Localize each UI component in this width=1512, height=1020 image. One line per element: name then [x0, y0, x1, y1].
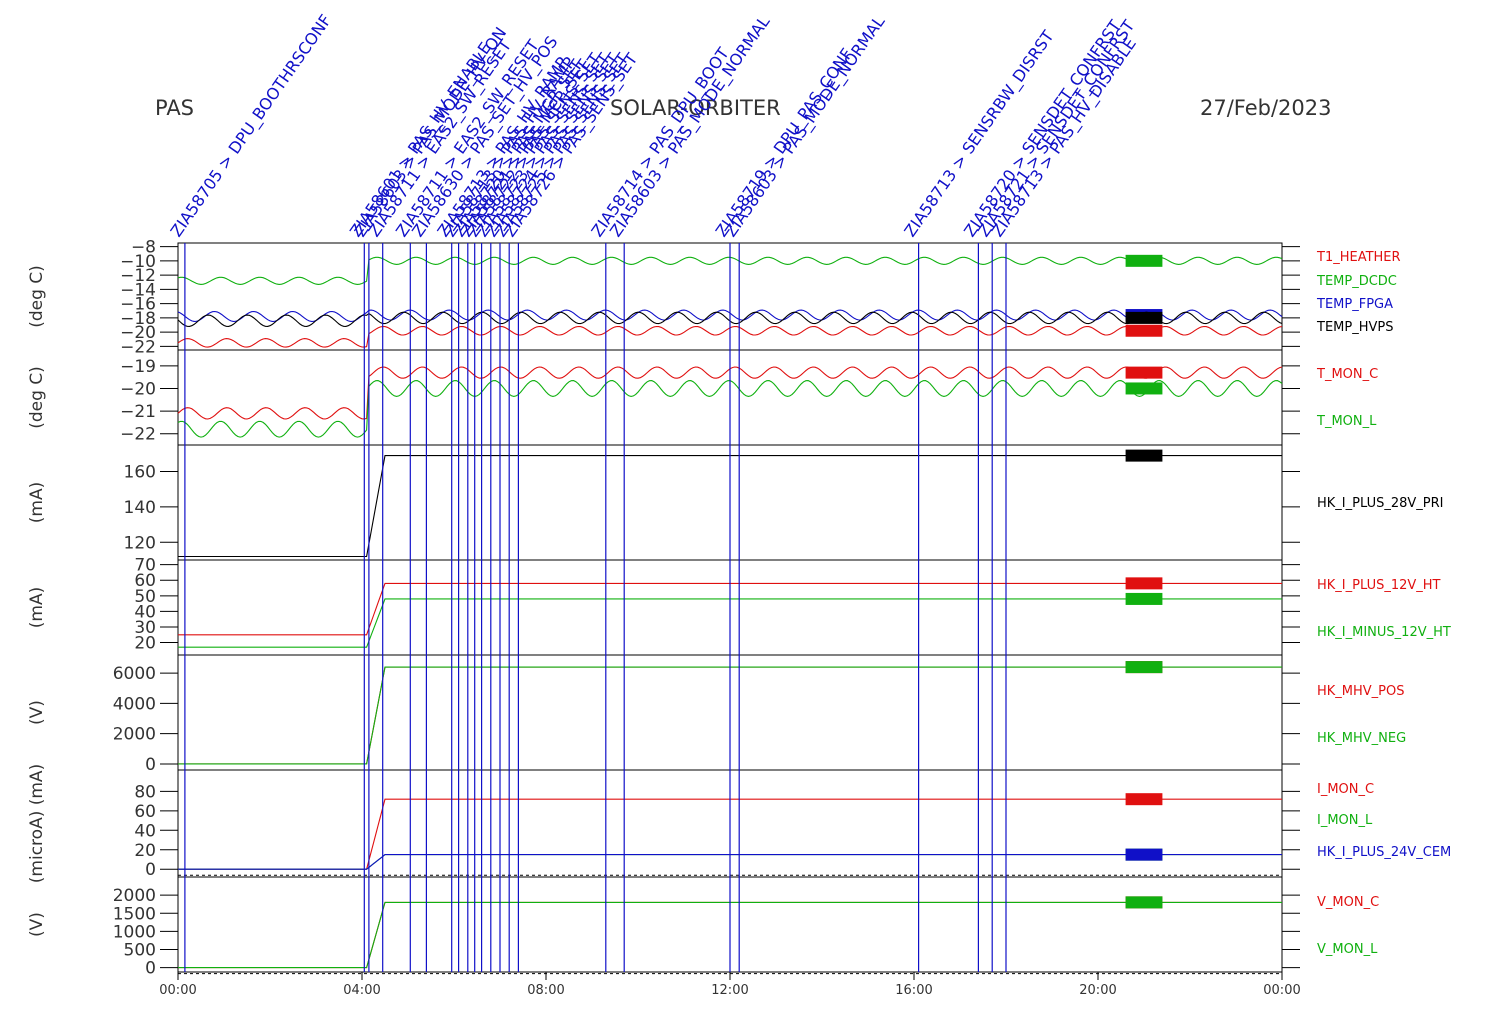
series-marker — [1125, 661, 1163, 674]
series-label: V_MON_C — [1317, 895, 1379, 910]
y-tick-label: 1500 — [113, 904, 156, 924]
y-tick-label: 20 — [134, 634, 156, 654]
y-tick-label: 30 — [134, 618, 156, 638]
series-label: I_MON_C — [1317, 782, 1374, 797]
y-axis-label: (deg C) — [27, 366, 47, 429]
y-axis-label: (V) — [27, 912, 47, 937]
y-axis-label: (microA) (mA) — [27, 764, 47, 883]
series-label: T_MON_L — [1316, 414, 1377, 429]
command-label: ZIA58705 > DPU_BOOTHRSCONF — [167, 11, 336, 241]
y-tick-label: 60 — [134, 571, 156, 591]
series-label: I_MON_L — [1317, 813, 1373, 828]
y-tick-label: −10 — [120, 252, 156, 272]
series-label: TEMP_FPGA — [1316, 297, 1393, 312]
series-label: T1_HEATHER — [1316, 250, 1401, 265]
y-tick-label: −14 — [120, 280, 156, 300]
y-axis-label: (V) — [27, 700, 47, 725]
y-tick-label: 4000 — [113, 694, 156, 714]
instrument-label: PAS — [155, 96, 195, 120]
series-marker — [1125, 848, 1163, 861]
x-tick-label: 16:00 — [895, 983, 932, 998]
x-tick-label: 04:00 — [343, 983, 380, 998]
y-tick-label: 40 — [134, 602, 156, 622]
x-tick-label: 00:00 — [159, 983, 196, 998]
series-label: HK_I_PLUS_24V_CEM — [1317, 845, 1451, 860]
y-tick-label: 50 — [134, 587, 156, 607]
series-label: T_MON_C — [1316, 367, 1378, 382]
date-label: 27/Feb/2023 — [1200, 96, 1332, 120]
series-label: HK_I_PLUS_28V_PRI — [1317, 496, 1443, 511]
y-tick-label: 70 — [134, 556, 156, 576]
y-axis-label: (mA) — [27, 587, 47, 628]
x-tick-label: 00:00 — [1263, 983, 1300, 998]
series-label: HK_I_PLUS_12V_HT — [1317, 578, 1441, 593]
x-tick-label: 08:00 — [527, 983, 564, 998]
y-tick-label: 1000 — [113, 922, 156, 942]
y-tick-label: −21 — [120, 402, 156, 422]
y-axis-label: (deg C) — [27, 265, 47, 328]
y-tick-label: 120 — [124, 533, 156, 553]
series-marker — [1125, 577, 1163, 590]
y-tick-label: −16 — [120, 295, 156, 315]
y-tick-label: −12 — [120, 266, 156, 286]
series-marker — [1125, 793, 1163, 806]
y-tick-label: 500 — [124, 941, 156, 961]
y-tick-label: 6000 — [113, 664, 156, 684]
series-label: HK_MHV_NEG — [1317, 731, 1406, 746]
y-tick-label: −20 — [120, 379, 156, 399]
y-tick-label: −19 — [120, 357, 156, 377]
y-tick-label: 40 — [134, 821, 156, 841]
series-label: HK_I_MINUS_12V_HT — [1317, 625, 1451, 640]
y-axis-label: (mA) — [27, 482, 47, 523]
y-tick-label: 80 — [134, 782, 156, 802]
series-marker — [1125, 449, 1163, 462]
y-tick-label: 20 — [134, 841, 156, 861]
series-label: TEMP_DCDC — [1316, 274, 1397, 289]
x-tick-label: 20:00 — [1079, 983, 1116, 998]
x-tick-label: 12:00 — [711, 983, 748, 998]
y-tick-label: 2000 — [113, 886, 156, 906]
series-label: V_MON_L — [1317, 942, 1378, 957]
series-marker — [1125, 382, 1163, 395]
y-tick-label: −22 — [120, 425, 156, 445]
series-marker — [1125, 366, 1163, 379]
y-tick-label: 0 — [145, 755, 156, 775]
y-tick-label: −18 — [120, 309, 156, 329]
series-marker — [1125, 311, 1163, 324]
mission-label: SOLAR-ORBITER — [610, 96, 781, 120]
y-tick-label: 0 — [145, 860, 156, 880]
y-tick-label: −20 — [120, 323, 156, 343]
series-marker — [1125, 896, 1163, 909]
command-label: ZIA58713 > PAS_HV_DISABLE — [988, 34, 1141, 241]
series-label: TEMP_HVPS — [1316, 320, 1393, 335]
y-tick-label: 60 — [134, 802, 156, 822]
series-marker — [1125, 592, 1163, 605]
y-tick-label: 2000 — [113, 725, 156, 745]
y-tick-label: −22 — [120, 337, 156, 357]
y-tick-label: 140 — [124, 498, 156, 518]
y-tick-label: −8 — [131, 238, 156, 258]
series-marker — [1125, 324, 1163, 337]
series-marker — [1125, 254, 1163, 267]
series-label: HK_MHV_POS — [1317, 684, 1405, 699]
y-tick-label: 160 — [124, 463, 156, 483]
y-tick-label: 0 — [145, 959, 156, 979]
